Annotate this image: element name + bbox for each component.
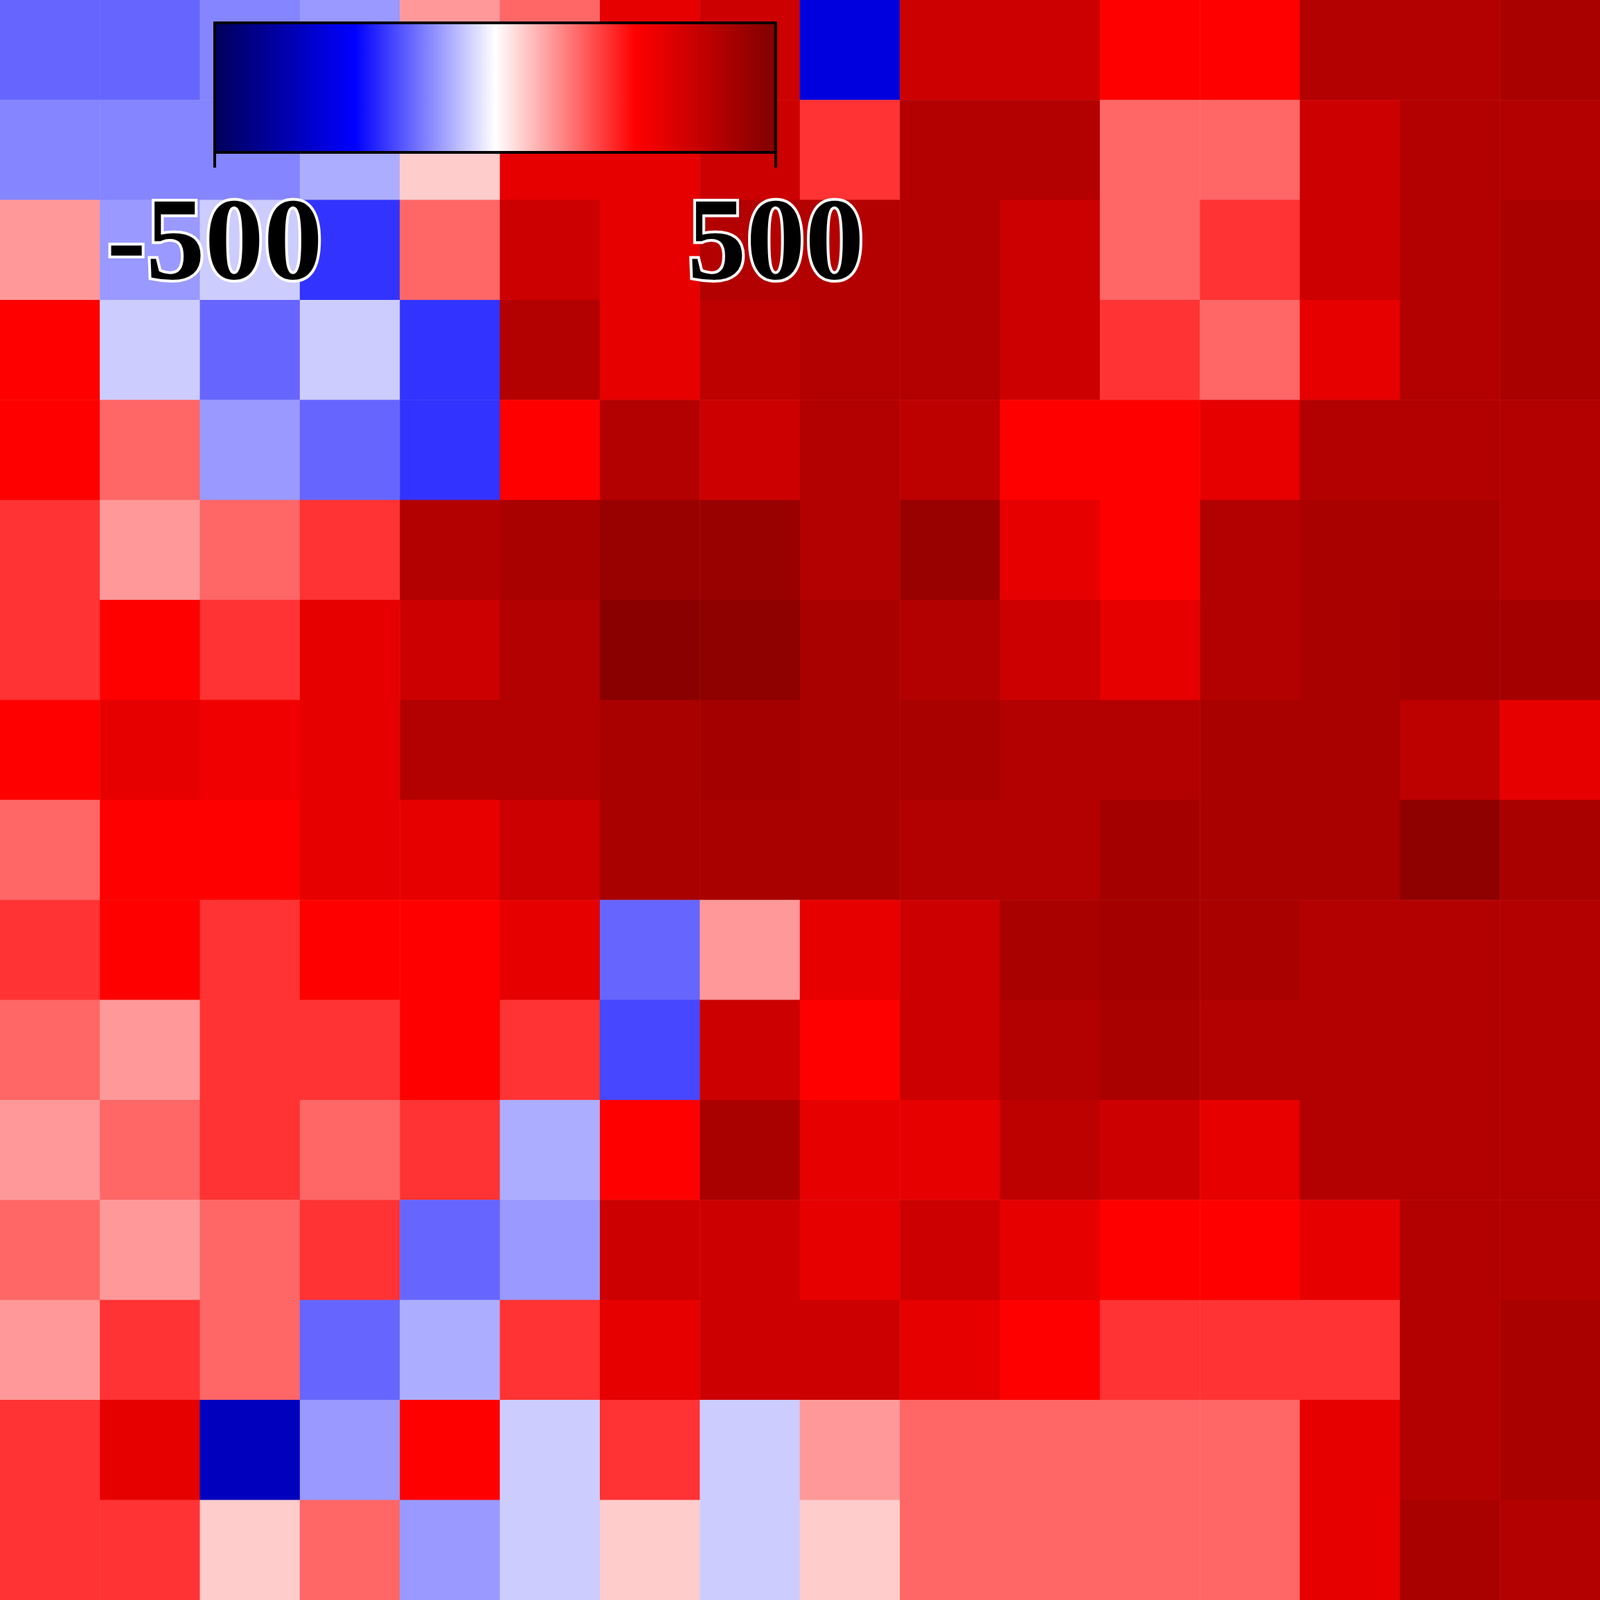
svg-text:500: 500 — [687, 173, 865, 305]
svg-text:-500: -500 — [106, 173, 323, 305]
